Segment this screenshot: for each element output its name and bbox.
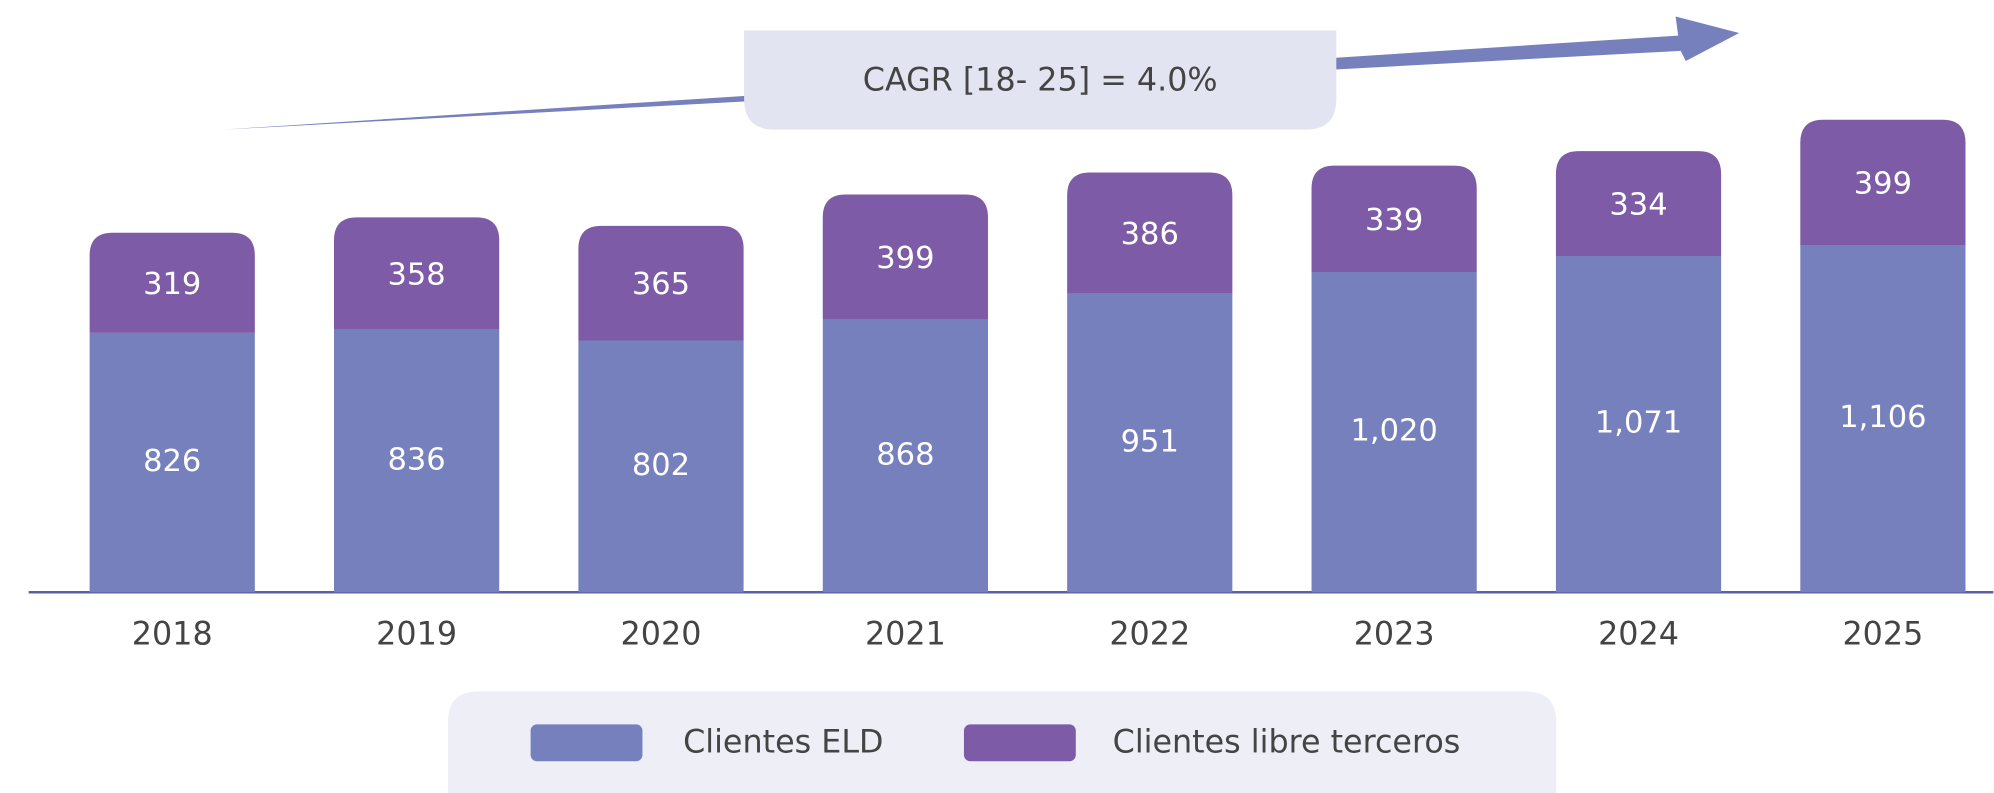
legend-label: Clientes ELD <box>683 724 883 760</box>
value-label: 826 <box>143 444 201 479</box>
annotation: CAGR [18- 25] = 4.0% <box>863 62 1218 98</box>
x-tick-label: 2021 <box>865 616 946 652</box>
value-label: 951 <box>1121 424 1179 459</box>
bar-segment <box>822 194 988 320</box>
bar-segment <box>578 225 744 341</box>
value-label: 358 <box>388 258 446 293</box>
x-tick-label: 2019 <box>376 616 457 652</box>
value-label: 1,020 <box>1350 414 1437 449</box>
bar-segment <box>1555 151 1722 257</box>
bar-segment <box>1311 165 1477 273</box>
bar-segment <box>1067 293 1233 593</box>
x-tick-label: 2025 <box>1842 616 1923 652</box>
bar-segment <box>1311 272 1477 593</box>
bar-segment <box>334 217 500 330</box>
value-label: 836 <box>388 442 446 477</box>
value-label: 386 <box>1121 217 1179 252</box>
x-tick-label: 2024 <box>1598 616 1679 652</box>
value-label: 868 <box>876 437 934 472</box>
legend: Clientes ELD Clientes libre terceros <box>530 724 1461 762</box>
value-label: 802 <box>632 448 690 483</box>
bar-segment <box>89 232 255 333</box>
x-tick-label: 2023 <box>1354 616 1435 652</box>
bar-segment <box>334 329 500 593</box>
bar-segment <box>1067 172 1233 294</box>
legend-swatch <box>963 724 1076 762</box>
bar-segment <box>822 319 988 593</box>
value-label: 319 <box>143 267 201 302</box>
value-label: 399 <box>876 241 934 276</box>
annotation-box <box>744 30 1337 130</box>
bar-segment <box>578 340 744 593</box>
bar-segment <box>89 332 255 593</box>
bar-segment <box>1555 256 1722 593</box>
value-label: 399 <box>1854 166 1912 201</box>
value-label: 1,071 <box>1595 406 1682 441</box>
bar-segment <box>1800 245 1966 593</box>
value-label: 365 <box>632 267 690 302</box>
x-tick-label: 2020 <box>621 616 702 652</box>
value-label: 334 <box>1609 188 1667 223</box>
x-tick-label: 2018 <box>132 616 213 652</box>
legend-swatch <box>530 724 643 762</box>
bar-segment <box>1800 119 1966 246</box>
legend-label: Clientes libre terceros <box>1113 724 1461 760</box>
x-tick-label: 2022 <box>1109 616 1190 652</box>
value-label: 1,106 <box>1839 400 1926 435</box>
value-label: 339 <box>1365 203 1423 238</box>
